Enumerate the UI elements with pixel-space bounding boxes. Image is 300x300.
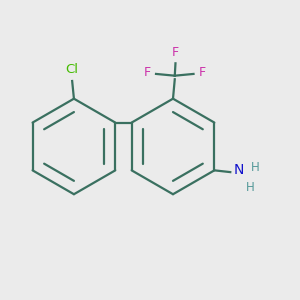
Text: F: F	[172, 46, 179, 59]
Text: F: F	[199, 66, 206, 80]
Text: F: F	[144, 66, 151, 80]
Text: N: N	[233, 163, 244, 177]
Text: H: H	[246, 181, 255, 194]
Text: H: H	[251, 161, 260, 174]
Text: Cl: Cl	[66, 63, 79, 76]
